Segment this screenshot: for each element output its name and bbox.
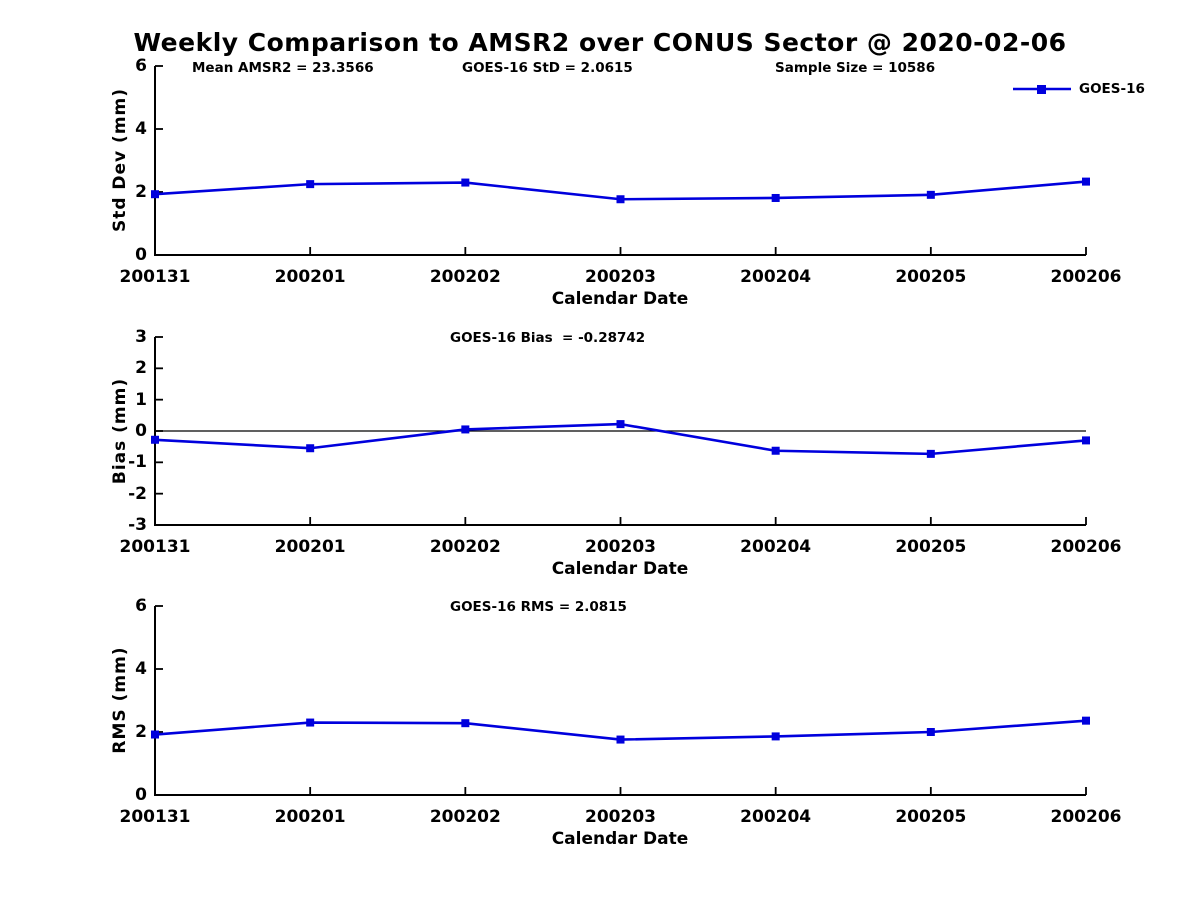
rms-xtick-label: 200206 bbox=[1050, 807, 1122, 827]
bias-xtick-label: 200202 bbox=[429, 537, 501, 557]
rms-marker-GOES-16 bbox=[306, 718, 315, 727]
stddev-ytick-label: 4 bbox=[135, 119, 147, 139]
rms-ytick-label: 6 bbox=[135, 596, 147, 616]
stddev-ytick-label: 2 bbox=[135, 182, 147, 202]
bias-xtick-label: 200201 bbox=[274, 537, 346, 557]
rms-marker-GOES-16 bbox=[151, 730, 159, 739]
rms-marker-GOES-16 bbox=[926, 728, 935, 736]
figure-title: Weekly Comparison to AMSR2 over CONUS Se… bbox=[133, 28, 1067, 57]
bias-line-GOES-16 bbox=[154, 422, 1087, 456]
stddev-marker-GOES-16 bbox=[926, 190, 935, 199]
stddev-ytick-label: 6 bbox=[135, 56, 147, 76]
stddev-marker-GOES-16 bbox=[1082, 177, 1090, 186]
bias-xtick-label: 200206 bbox=[1050, 537, 1122, 557]
x-axis-label-bias: Calendar Date bbox=[551, 559, 689, 579]
x-axis-label-stddev: Calendar Date bbox=[551, 289, 689, 309]
annotation-sample-size: Sample Size = 10586 bbox=[775, 60, 936, 76]
y-axis-label-stddev: Std Dev (mm) bbox=[110, 87, 130, 233]
bias-marker-GOES-16 bbox=[771, 446, 780, 455]
stddev-marker-GOES-16 bbox=[306, 180, 315, 189]
rms-xtick-label: 200204 bbox=[740, 807, 812, 827]
bias-ytick-label: -2 bbox=[128, 483, 147, 504]
stddev-marker-GOES-16 bbox=[616, 195, 625, 204]
legend-label: GOES-16 bbox=[1079, 81, 1145, 97]
stddev-xtick-label: 200204 bbox=[740, 267, 812, 287]
legend: GOES-16 bbox=[1012, 80, 1145, 98]
stddev-marker-GOES-16 bbox=[151, 190, 159, 199]
bias-xtick-label: 200204 bbox=[740, 537, 812, 557]
stddev-xtick-label: 200202 bbox=[429, 267, 501, 287]
rms-ytick-label: 4 bbox=[135, 659, 147, 679]
bias-ytick-label: 1 bbox=[135, 389, 147, 410]
rms-xtick-label: 200203 bbox=[585, 807, 656, 827]
bias-ytick-label: 0 bbox=[135, 421, 147, 441]
rms-ytick-label: 2 bbox=[135, 722, 147, 742]
bias-xtick-label: 200203 bbox=[585, 537, 656, 557]
bias-xtick-label: 200131 bbox=[119, 537, 191, 557]
rms-marker-GOES-16 bbox=[461, 719, 470, 728]
annotation-goes16-rms: GOES-16 RMS = 2.0815 bbox=[450, 599, 627, 615]
bias-marker-GOES-16 bbox=[616, 420, 625, 429]
bias-marker-GOES-16 bbox=[461, 425, 470, 434]
bias-marker-GOES-16 bbox=[151, 435, 159, 444]
stddev-xtick-label: 200205 bbox=[895, 267, 967, 287]
rms-xtick-label: 200202 bbox=[429, 807, 501, 827]
rms-xtick-label: 200201 bbox=[274, 807, 346, 827]
stddev-marker-GOES-16 bbox=[461, 178, 470, 187]
stddev-xtick-label: 200203 bbox=[585, 267, 656, 287]
bias-ytick-label: -1 bbox=[128, 452, 147, 473]
bias-xtick-label: 200205 bbox=[895, 537, 967, 557]
rms-ytick-label: 0 bbox=[135, 785, 147, 805]
x-axis-label-rms: Calendar Date bbox=[551, 829, 689, 849]
bias-marker-GOES-16 bbox=[926, 449, 935, 458]
stddev-xtick-label: 200201 bbox=[274, 267, 346, 287]
stddev-xtick-label: 200131 bbox=[119, 267, 191, 287]
bias-ytick-label: 2 bbox=[135, 358, 147, 379]
rms-marker-GOES-16 bbox=[616, 735, 625, 744]
stddev-xtick-label: 200206 bbox=[1050, 267, 1122, 287]
rms-xtick-label: 200205 bbox=[895, 807, 967, 827]
annotation-goes16-bias: GOES-16 Bias = -0.28742 bbox=[450, 330, 646, 346]
rms-marker-GOES-16 bbox=[1082, 716, 1090, 725]
bias-marker-GOES-16 bbox=[306, 444, 315, 453]
stddev-marker-GOES-16 bbox=[771, 193, 780, 202]
legend-line-marker-icon bbox=[1013, 85, 1071, 94]
bias-marker-GOES-16 bbox=[1082, 436, 1090, 445]
rms-xtick-label: 200131 bbox=[119, 807, 191, 827]
annotation-mean-amsr2: Mean AMSR2 = 23.3566 bbox=[192, 60, 374, 76]
annotation-goes16-std: GOES-16 StD = 2.0615 bbox=[462, 60, 633, 76]
rms-marker-GOES-16 bbox=[771, 732, 780, 741]
bias-ytick-label: 3 bbox=[135, 327, 147, 347]
stddev-ytick-label: 0 bbox=[135, 245, 147, 265]
bias-ytick-label: -3 bbox=[128, 515, 147, 535]
